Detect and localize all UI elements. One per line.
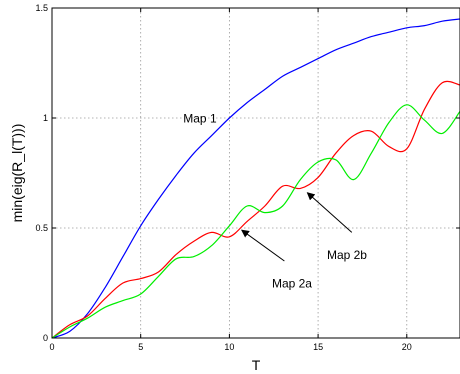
annotations: Map 1 Map 2a Map 2b [183, 111, 367, 290]
y-axis-label: min(eig(R_l(T))) [9, 124, 25, 223]
annotation-label-map-1: Map 1 [183, 111, 217, 125]
annotation-arrow-map-2a [240, 229, 285, 262]
ticks: 0 5 10 15 20 0 0.5 1 1.5 [35, 3, 460, 352]
series-line-map-1 [51, 18, 460, 339]
x-axis-label: T [252, 357, 261, 373]
y-tick-label: 0.5 [35, 223, 48, 233]
x-tick-label: 5 [138, 342, 143, 352]
x-tick-label: 0 [49, 342, 54, 352]
grid [52, 8, 460, 338]
annotation-label-map-2a: Map 2a [272, 276, 312, 290]
x-tick-label: 10 [224, 342, 234, 352]
y-tick-label: 0 [43, 333, 48, 343]
y-tick-label: 1.5 [35, 3, 48, 13]
series-layer [51, 18, 460, 339]
annotation-arrow-map-2b [306, 192, 353, 233]
series-line-map-2b [51, 104, 460, 339]
x-tick-label: 15 [313, 342, 323, 352]
series-line-map-2a [51, 80, 460, 339]
x-tick-label: 20 [402, 342, 412, 352]
y-tick-label: 1 [43, 113, 48, 123]
annotation-label-map-2b: Map 2b [327, 248, 367, 262]
plot-frame [51, 7, 460, 339]
